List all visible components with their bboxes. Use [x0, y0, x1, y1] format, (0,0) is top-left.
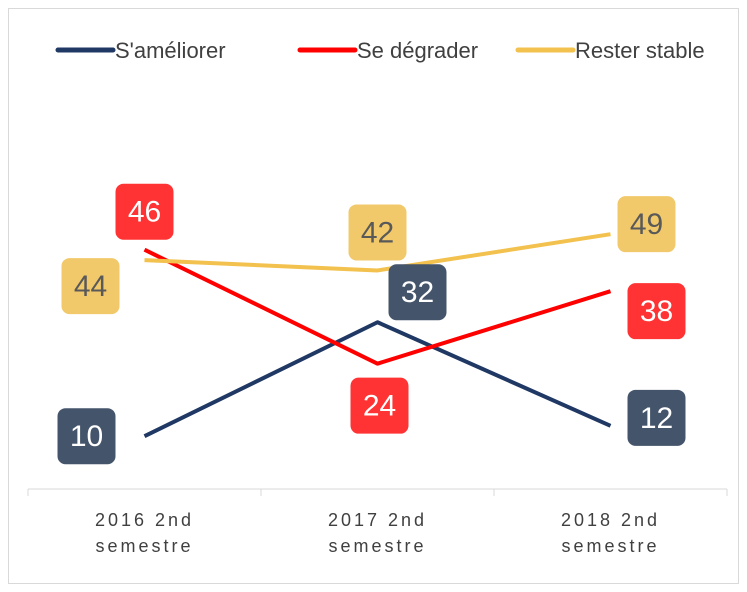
data-label: 12: [640, 402, 673, 435]
x-tick-label: 2017 2nd semestre: [327, 510, 428, 556]
data-label-box: [350, 377, 409, 434]
data-label: 38: [640, 295, 673, 328]
data-label: 46: [128, 196, 161, 229]
chart-border: [8, 8, 739, 584]
data-label-box: [348, 204, 407, 261]
data-label: 44: [74, 270, 107, 303]
data-label: 32: [401, 276, 434, 309]
legend-label: S'améliorer: [115, 38, 226, 63]
data-label-box: [61, 258, 120, 315]
series-line: [143, 320, 612, 438]
data-label-box: [388, 264, 447, 321]
legend-label: Rester stable: [575, 38, 705, 63]
series-line: [144, 232, 611, 273]
data-label: 42: [361, 216, 394, 249]
x-tick-label: 2016 2nd semestre: [94, 510, 195, 556]
data-label-box: [627, 283, 686, 340]
data-label-box: [627, 389, 686, 446]
series-line: [143, 247, 612, 366]
data-label-box: [115, 183, 174, 240]
legend-label: Se dégrader: [357, 38, 478, 63]
data-label-box: [617, 196, 676, 253]
x-tick-label: 2018 2nd semestre: [560, 510, 661, 556]
data-label: 49: [630, 208, 663, 241]
data-label: 10: [70, 420, 103, 453]
data-label: 24: [363, 390, 396, 423]
data-label-box: [57, 408, 116, 465]
